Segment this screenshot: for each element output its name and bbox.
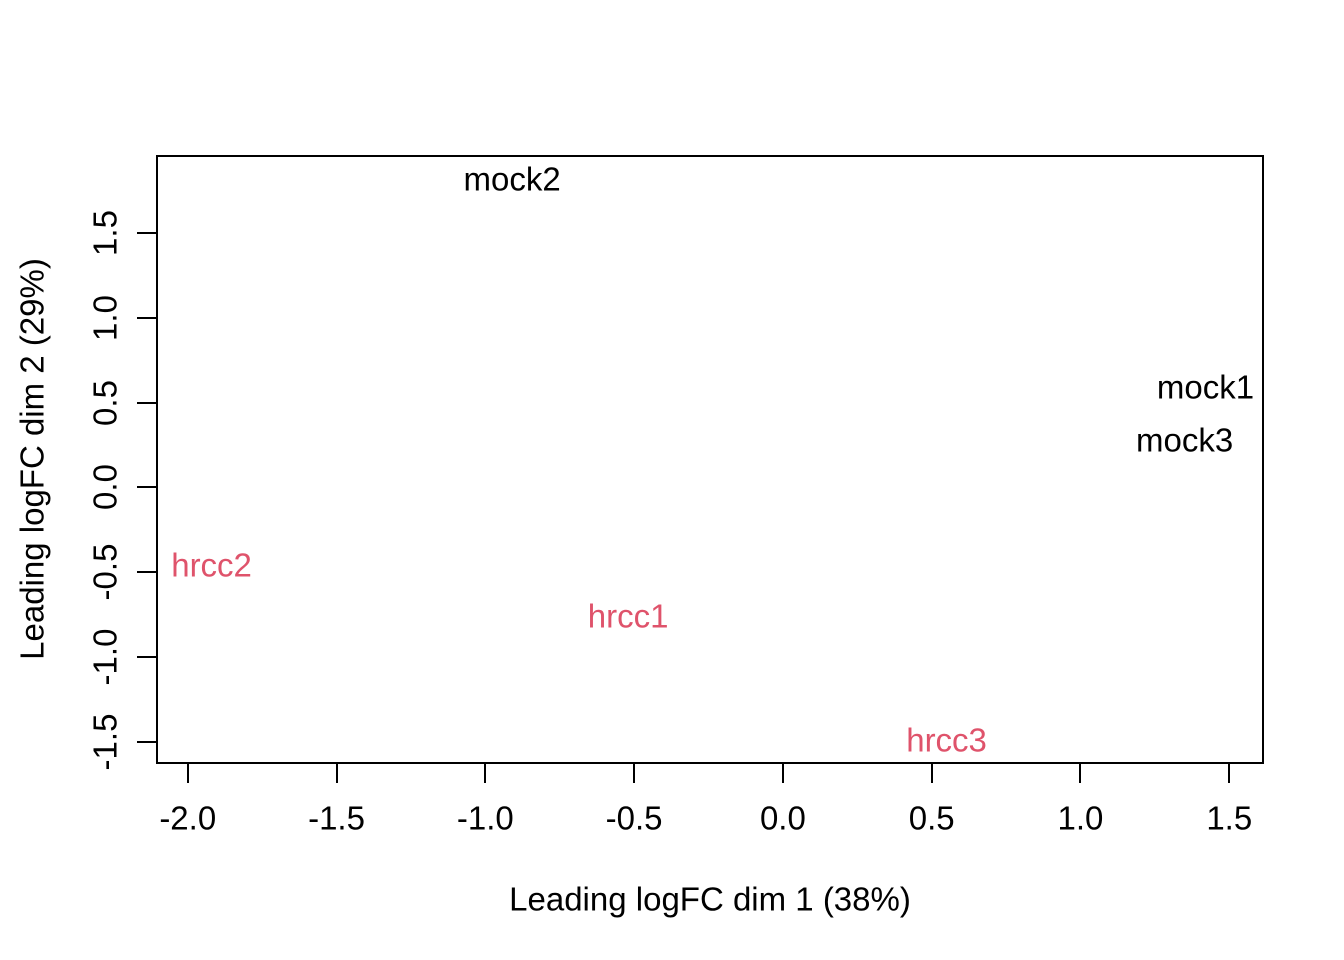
y-axis-tick [137,655,156,658]
y-axis-tick-label: -0.5 [86,543,124,601]
y-axis-tick-label: 1.0 [86,295,124,341]
x-axis-tick [1228,764,1231,783]
x-axis-tick [781,764,784,783]
x-axis-tick-label: 1.5 [1206,799,1253,837]
y-axis-tick-label: 0.5 [86,379,124,426]
sample-label-hrcc1: hrcc1 [587,597,669,635]
x-axis-tick [1079,764,1082,783]
y-axis-tick [137,316,156,319]
x-axis-tick [335,764,338,783]
x-axis-title: Leading logFC dim 1 (38%) [509,880,911,918]
x-axis-tick-label: 0.5 [908,799,955,837]
x-axis-tick [633,764,636,783]
x-axis-tick-label: 1.0 [1057,799,1104,837]
y-axis-tick-label: -1.5 [86,713,124,771]
y-axis-tick [137,232,156,235]
y-axis-tick-label: 0.0 [86,464,124,511]
plot-area [156,155,1264,764]
x-axis-tick-label: -2.0 [159,799,217,837]
y-axis-tick [137,740,156,743]
x-axis-tick [930,764,933,783]
y-axis-tick [137,486,156,489]
sample-label-hrcc2: hrcc2 [171,546,252,584]
sample-label-mock2: mock2 [463,160,561,198]
y-axis-tick-label: 1.5 [86,210,124,257]
x-axis-tick-label: -0.5 [605,799,663,837]
x-axis-tick-label: -1.0 [456,799,514,837]
x-axis-tick-label: 0.0 [759,799,806,837]
y-axis-title: Leading logFC dim 2 (29%) [13,258,51,660]
sample-label-mock3: mock3 [1136,421,1234,459]
x-axis-tick [186,764,189,783]
x-axis-tick-label: -1.5 [308,799,365,837]
y-axis-tick [137,401,156,404]
sample-label-mock1: mock1 [1156,368,1255,406]
y-axis-tick [137,571,156,574]
y-axis-tick-label: -1.0 [86,628,124,686]
sample-label-hrcc3: hrcc3 [906,721,987,759]
x-axis-tick [484,764,487,783]
